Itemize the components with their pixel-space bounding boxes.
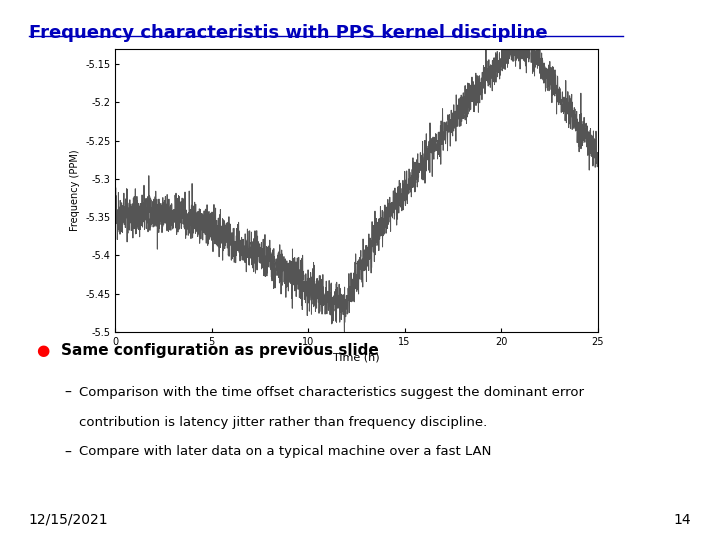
Text: Compare with later data on a typical machine over a fast LAN: Compare with later data on a typical mac… bbox=[79, 446, 492, 458]
Text: Same configuration as previous slide: Same configuration as previous slide bbox=[61, 343, 379, 358]
Text: 14: 14 bbox=[674, 512, 691, 526]
X-axis label: Time (h): Time (h) bbox=[333, 353, 379, 362]
Text: –: – bbox=[65, 386, 72, 400]
Y-axis label: Frequency (PPM): Frequency (PPM) bbox=[70, 150, 79, 231]
Text: –: – bbox=[65, 446, 72, 460]
Text: ●: ● bbox=[36, 343, 49, 358]
Text: contribution is latency jitter rather than frequency discipline.: contribution is latency jitter rather th… bbox=[79, 416, 487, 429]
Text: 12/15/2021: 12/15/2021 bbox=[29, 512, 109, 526]
Text: Frequency characteristis with PPS kernel discipline: Frequency characteristis with PPS kernel… bbox=[29, 24, 547, 42]
Text: Comparison with the time offset characteristics suggest the dominant error: Comparison with the time offset characte… bbox=[79, 386, 584, 399]
